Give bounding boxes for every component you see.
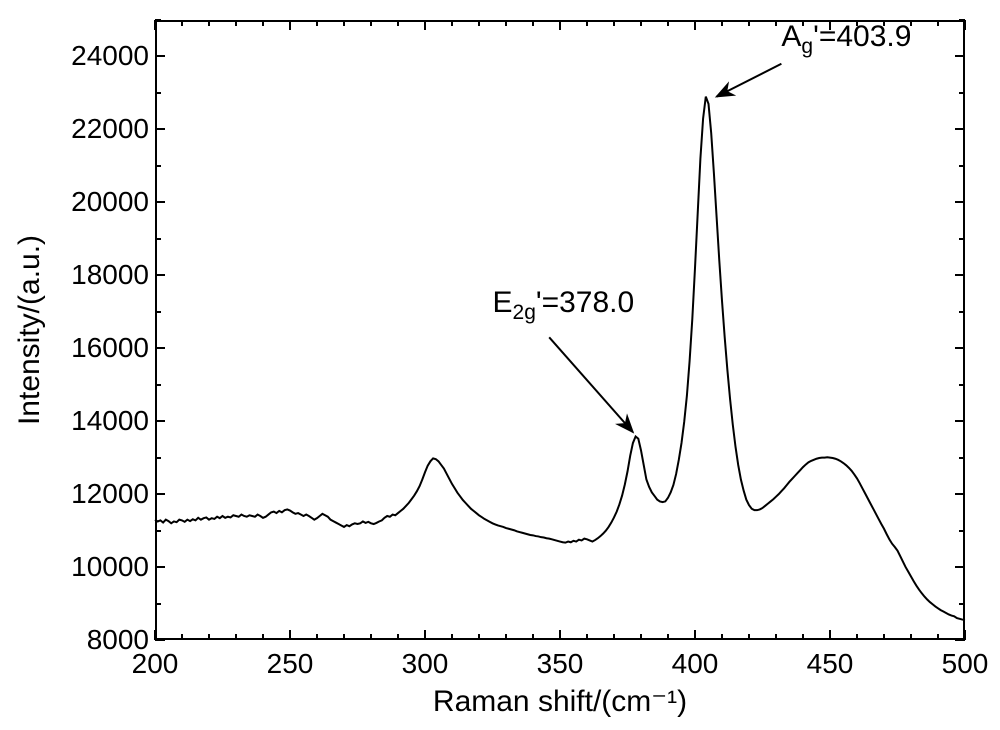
raman-spectrum-figure: 2002503003504004505008000100001200014000… [0,0,1000,730]
raman-spectrum-trace [155,97,965,620]
spectrum-line [0,0,1000,730]
x-axis-label: Raman shift/(cm⁻¹) [433,684,687,719]
y-axis-label: Intensity/(a.u.) [13,235,47,425]
